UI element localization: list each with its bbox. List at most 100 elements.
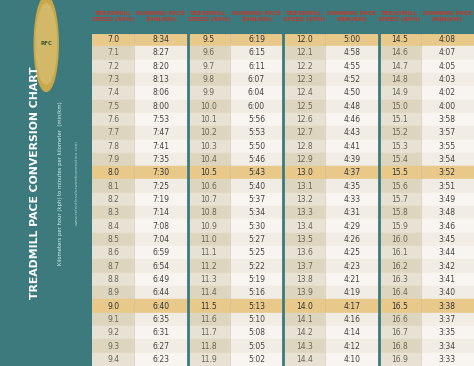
Text: 3:41: 3:41 <box>439 275 456 284</box>
Text: 15.1: 15.1 <box>391 115 408 124</box>
Text: 7.7: 7.7 <box>107 128 119 137</box>
Text: 3:37: 3:37 <box>439 315 456 324</box>
Text: 12.5: 12.5 <box>296 102 312 111</box>
Bar <box>283 353 325 366</box>
Bar <box>420 313 474 326</box>
Bar <box>188 86 230 100</box>
Bar <box>92 139 135 153</box>
Bar <box>188 246 230 259</box>
Bar <box>230 179 283 193</box>
Text: 7.2: 7.2 <box>108 62 119 71</box>
Bar <box>188 73 230 86</box>
Text: TREADMILL
SPEED (KPH): TREADMILL SPEED (KPH) <box>188 11 230 22</box>
Bar <box>188 179 230 193</box>
Bar <box>283 179 325 193</box>
Bar <box>135 339 188 353</box>
Bar <box>283 286 325 299</box>
Text: 7.1: 7.1 <box>108 48 119 57</box>
Bar <box>230 113 283 126</box>
Text: 8:06: 8:06 <box>153 89 170 97</box>
Bar <box>230 46 283 60</box>
Bar <box>135 313 188 326</box>
Bar <box>135 153 188 166</box>
Text: 3:44: 3:44 <box>439 248 456 257</box>
Text: 13.2: 13.2 <box>296 195 312 204</box>
Text: 5:02: 5:02 <box>248 355 265 364</box>
Text: 3:35: 3:35 <box>439 328 456 337</box>
Text: 5:34: 5:34 <box>248 208 265 217</box>
Bar <box>325 273 379 286</box>
Text: 11.9: 11.9 <box>201 355 217 364</box>
Bar <box>420 259 474 273</box>
Bar <box>325 339 379 353</box>
Bar <box>379 220 420 233</box>
Text: Kilometers per hour (kph) to minutes per kilometer  (min/km): Kilometers per hour (kph) to minutes per… <box>57 101 63 265</box>
Text: 9.3: 9.3 <box>107 341 119 351</box>
Bar <box>283 220 325 233</box>
Bar <box>92 126 135 139</box>
Bar <box>135 113 188 126</box>
Bar <box>283 139 325 153</box>
Bar <box>92 113 135 126</box>
Text: 5:10: 5:10 <box>248 315 265 324</box>
Text: 4:03: 4:03 <box>439 75 456 84</box>
Bar <box>230 353 283 366</box>
Bar <box>135 259 188 273</box>
Text: 5:00: 5:00 <box>343 35 360 44</box>
Text: 13.8: 13.8 <box>296 275 312 284</box>
Text: 8:34: 8:34 <box>153 35 170 44</box>
Text: 5:40: 5:40 <box>248 182 265 191</box>
Text: 14.4: 14.4 <box>296 355 313 364</box>
Bar <box>230 60 283 73</box>
Bar <box>283 313 325 326</box>
Bar <box>283 339 325 353</box>
Bar <box>325 179 379 193</box>
Bar <box>283 46 325 60</box>
Text: 9.5: 9.5 <box>203 35 215 44</box>
Text: 5:46: 5:46 <box>248 155 265 164</box>
Bar <box>135 86 188 100</box>
Bar <box>325 60 379 73</box>
Bar <box>379 153 420 166</box>
Text: 11.8: 11.8 <box>201 341 217 351</box>
Bar <box>283 233 325 246</box>
Bar <box>379 206 420 220</box>
Text: 7:41: 7:41 <box>153 142 170 151</box>
Bar <box>92 246 135 259</box>
Bar <box>92 353 135 366</box>
Text: 11.0: 11.0 <box>201 235 217 244</box>
Bar <box>325 139 379 153</box>
Text: 8.0: 8.0 <box>108 168 119 177</box>
Text: 10.5: 10.5 <box>201 168 217 177</box>
Text: 15.8: 15.8 <box>391 208 408 217</box>
Text: 8.5: 8.5 <box>108 235 119 244</box>
Bar <box>283 259 325 273</box>
Bar <box>92 326 135 339</box>
Text: 7:19: 7:19 <box>153 195 170 204</box>
Bar <box>325 126 379 139</box>
Text: 14.1: 14.1 <box>296 315 312 324</box>
Text: 5:13: 5:13 <box>248 302 265 310</box>
Bar <box>325 153 379 166</box>
Text: 4:52: 4:52 <box>343 75 360 84</box>
Bar <box>92 33 474 46</box>
Bar <box>135 220 188 233</box>
Text: 6:11: 6:11 <box>248 62 265 71</box>
Text: 14.3: 14.3 <box>296 341 313 351</box>
Text: 4:21: 4:21 <box>344 275 360 284</box>
Bar <box>188 60 230 73</box>
Bar <box>135 179 188 193</box>
Text: 7:04: 7:04 <box>153 235 170 244</box>
Text: 6:44: 6:44 <box>153 288 170 297</box>
Text: 13.1: 13.1 <box>296 182 312 191</box>
Text: 7:30: 7:30 <box>153 168 170 177</box>
Text: 4:50: 4:50 <box>343 89 360 97</box>
Text: 3:45: 3:45 <box>439 235 456 244</box>
Bar <box>420 153 474 166</box>
Bar <box>379 100 420 113</box>
Text: 8:20: 8:20 <box>153 62 170 71</box>
Bar <box>283 206 325 220</box>
Text: 3:52: 3:52 <box>439 168 456 177</box>
Text: 3:33: 3:33 <box>439 355 456 364</box>
Bar <box>325 193 379 206</box>
